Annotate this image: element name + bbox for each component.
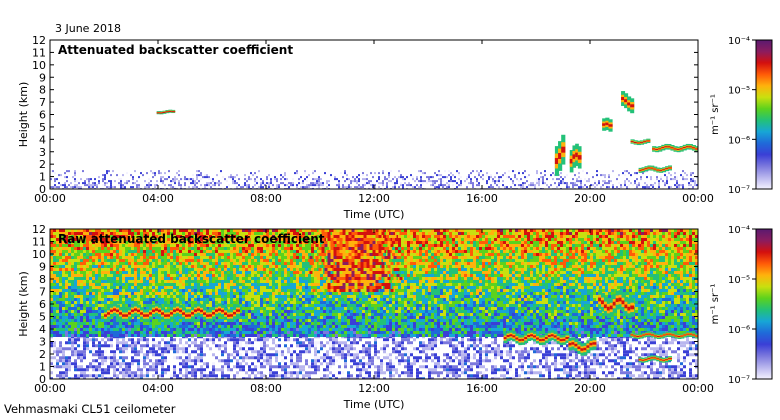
x-tick-label: 20:00 [574,382,606,395]
y-tick-label: 4 [39,133,46,146]
x-tick-label: 00:00 [34,382,66,395]
y-tick-label: 11 [32,46,46,59]
y-tick-label: 7 [39,286,46,299]
y-tick-label: 5 [39,311,46,324]
colorbar-tick-label: 10⁻⁵ [728,86,750,97]
colorbar-tick-label: 10⁻⁶ [728,135,750,146]
y-tick-label: 1 [39,171,46,184]
y-tick-label: 7 [39,96,46,109]
feature-cloud-4 [569,143,582,173]
x-tick-label: 20:00 [574,192,606,205]
panel-1: Attenuated backscatter coefficient012345… [17,34,773,221]
y-tick-label: 9 [39,261,46,274]
y-tick-label: 2 [39,158,46,171]
feature-cloud-8 [652,143,698,153]
feature-aerosol-layer-3 [104,303,240,322]
feature-cloud-8 [638,355,672,363]
x-axis-label: Time (UTC) [343,398,405,411]
feature-cloud-7 [630,138,651,146]
colorbar [755,228,773,380]
panel-title: Attenuated backscatter coefficient [58,43,293,57]
y-tick-label: 6 [39,298,46,311]
x-tick-label: 04:00 [142,382,174,395]
date-label: 3 June 2018 [55,22,121,35]
x-tick-label: 12:00 [358,192,390,205]
colorbar-tick-label: 10⁻⁴ [728,36,750,47]
colorbar [755,39,773,190]
y-tick-label: 10 [32,248,46,261]
x-tick-label: 00:00 [682,382,714,395]
colorbar-tick-label: 10⁻⁴ [728,225,750,236]
y-tick-label: 8 [39,84,46,97]
y-tick-label: 3 [39,336,46,349]
x-tick-label: 16:00 [466,382,498,395]
feature-cloud-9 [638,165,672,173]
colorbar-tick-label: 10⁻⁷ [728,185,750,196]
feature-cloud-6 [621,91,635,114]
x-tick-label: 04:00 [142,192,174,205]
colorbar-unit-label: m⁻¹ sr⁻¹ [710,284,721,325]
feature-cloud-4 [503,330,570,346]
y-tick-label: 3 [39,146,46,159]
feature-cloud-7 [630,331,698,339]
y-tick-label: 5 [39,121,46,134]
x-tick-label: 12:00 [358,382,390,395]
y-tick-label: 12 [32,223,46,236]
y-tick-label: 11 [32,236,46,249]
x-tick-label: 08:00 [250,382,282,395]
y-tick-label: 0 [39,183,46,196]
feature-cloud-5 [568,337,597,356]
colorbar-tick-label: 10⁻⁶ [728,325,750,336]
y-tick-label: 10 [32,59,46,72]
colorbar-unit-label: m⁻¹ sr⁻¹ [710,94,721,135]
y-tick-label: 9 [39,71,46,84]
plot-area [50,40,698,189]
y-tick-label: 8 [39,273,46,286]
y-tick-label: 0 [39,373,46,386]
data-layer [50,229,698,379]
y-axis-label: Height (km) [17,82,30,148]
colorbar-tick-label: 10⁻⁵ [728,275,750,286]
feature-noise-field-1 [50,229,698,379]
x-tick-label: 00:00 [34,192,66,205]
y-tick-label: 4 [39,323,46,336]
instrument-label: Vehmasmaki CL51 ceilometer [4,402,176,416]
panel-title: Raw attenuated backscatter coefficient [58,232,325,246]
feature-cloud-3 [554,134,566,176]
y-axis-label: Height (km) [17,271,30,337]
y-tick-label: 2 [39,348,46,361]
y-tick-label: 1 [39,361,46,374]
feature-high-noise-region-2 [309,229,403,292]
x-tick-label: 00:00 [682,192,714,205]
y-tick-label: 6 [39,109,46,122]
colorbar-tick-label: 10⁻⁷ [728,375,750,386]
feature-cloud-6 [598,290,635,319]
x-tick-label: 08:00 [250,192,282,205]
feature-cloud-5 [602,117,613,132]
feature-cloud-2 [156,109,176,115]
x-tick-label: 16:00 [466,192,498,205]
panel-2: Raw attenuated backscatter coefficient01… [17,223,773,411]
x-axis-label: Time (UTC) [343,208,405,221]
y-tick-label: 12 [32,34,46,47]
